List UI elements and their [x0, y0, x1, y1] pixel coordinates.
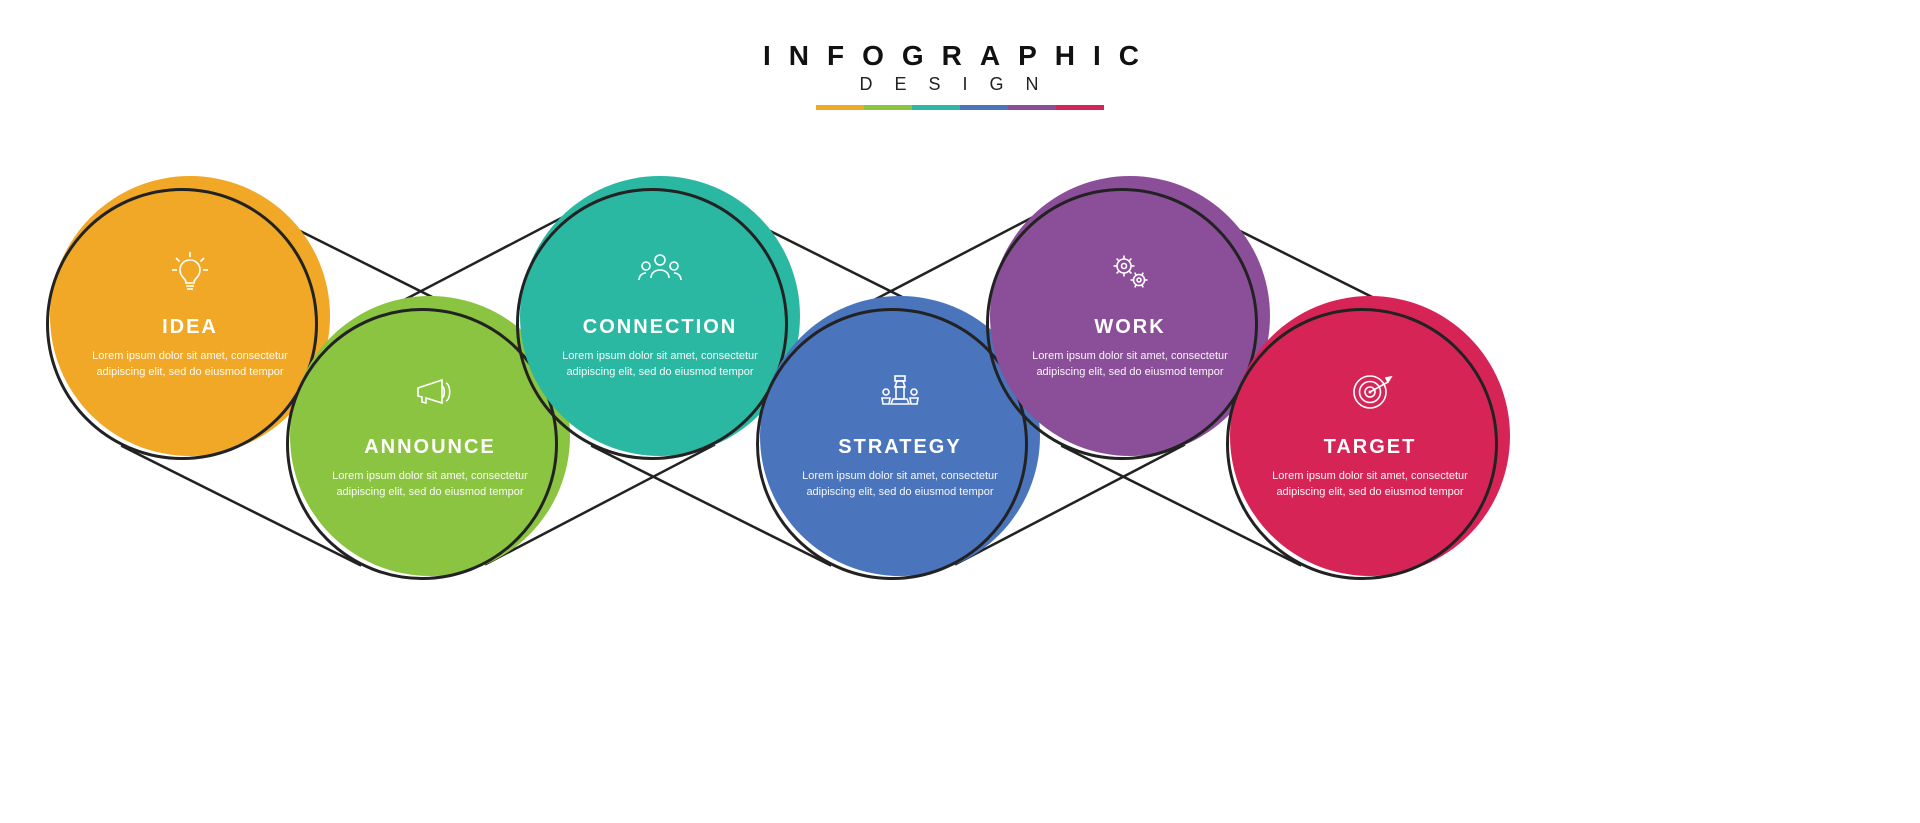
- node-body: Lorem ipsum dolor sit amet, consectetur …: [770, 469, 1030, 501]
- node-body: Lorem ipsum dolor sit amet, consectetur …: [1000, 349, 1260, 381]
- node-content-idea: IDEA Lorem ipsum dolor sit amet, consect…: [60, 246, 320, 381]
- node-content-strategy: STRATEGY Lorem ipsum dolor sit amet, con…: [770, 366, 1030, 501]
- node-title: CONNECTION: [530, 316, 790, 339]
- node-title: IDEA: [60, 316, 320, 339]
- node-content-target: TARGET Lorem ipsum dolor sit amet, conse…: [1240, 366, 1500, 501]
- stage: IDEA Lorem ipsum dolor sit amet, consect…: [0, 0, 1920, 823]
- node-title: STRATEGY: [770, 436, 1030, 459]
- node-title: ANNOUNCE: [300, 436, 560, 459]
- node-content-work: WORK Lorem ipsum dolor sit amet, consect…: [1000, 246, 1260, 381]
- gears-icon: [1000, 246, 1260, 298]
- chess-icon: [770, 366, 1030, 418]
- node-title: TARGET: [1240, 436, 1500, 459]
- node-content-connection: CONNECTION Lorem ipsum dolor sit amet, c…: [530, 246, 790, 381]
- node-title: WORK: [1000, 316, 1260, 339]
- people-icon: [530, 246, 790, 298]
- node-body: Lorem ipsum dolor sit amet, consectetur …: [300, 469, 560, 501]
- node-body: Lorem ipsum dolor sit amet, consectetur …: [1240, 469, 1500, 501]
- node-content-announce: ANNOUNCE Lorem ipsum dolor sit amet, con…: [300, 366, 560, 501]
- target-icon: [1240, 366, 1500, 418]
- node-body: Lorem ipsum dolor sit amet, consectetur …: [60, 349, 320, 381]
- node-body: Lorem ipsum dolor sit amet, consectetur …: [530, 349, 790, 381]
- bulb-icon: [60, 246, 320, 298]
- megaphone-icon: [300, 366, 560, 418]
